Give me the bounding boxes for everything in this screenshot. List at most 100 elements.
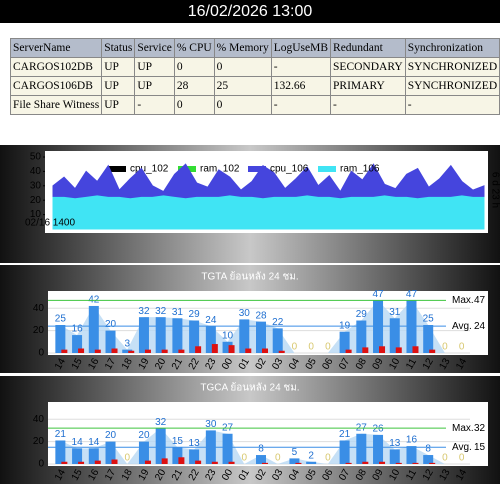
avg-value: 15: [474, 442, 486, 453]
x-tick-label: 07: [337, 467, 352, 483]
sub-bar: [362, 461, 369, 464]
x-tick-label: 08: [354, 356, 369, 372]
data-label: 0: [275, 453, 281, 464]
data-label: 28: [255, 310, 267, 321]
table-row: CARGOS102DB UP UP 0 0- SECONDARY SYNCHRONIZED: [9, 57, 500, 77]
chart-title: TGCA ย้อนหลัง 24 ชม.: [200, 382, 299, 394]
y-tick-label: 30: [30, 180, 42, 191]
data-label: 2: [308, 450, 314, 461]
bar: [72, 335, 83, 353]
bar: [138, 441, 149, 464]
sub-bar: [61, 349, 68, 353]
legend-label: ram_106: [340, 164, 380, 175]
bar: [373, 300, 384, 353]
bar: [356, 433, 367, 464]
avg-label: Avg.: [452, 442, 472, 453]
x-tick-label: 02: [254, 356, 269, 372]
table-cell: SYNCHRONIZED: [404, 76, 500, 96]
x-tick-label: 14: [53, 356, 68, 372]
table-cell: 28: [173, 76, 215, 96]
x-tick-label: 01: [237, 356, 252, 372]
bar: [105, 330, 116, 353]
sub-bar: [245, 348, 252, 353]
x-tick-label: 22: [187, 356, 202, 372]
data-label: 15: [172, 436, 184, 447]
x-tick-label: 06: [320, 467, 335, 483]
bar: [339, 440, 350, 464]
header-title: 16/02/2026 13:00: [0, 0, 500, 23]
bar: [389, 318, 400, 353]
x-tick-label: 21: [170, 356, 185, 372]
legend-label: ram_102: [200, 164, 240, 175]
x-tick-label: 00: [220, 467, 235, 483]
avg-label: Avg.: [452, 321, 472, 332]
sub-bar: [412, 346, 419, 353]
y-tick-label: 40: [33, 303, 45, 314]
x-tick-label: 20: [153, 356, 168, 372]
series-area: [52, 195, 485, 230]
table-cell: 132.66: [270, 76, 332, 96]
data-label: 0: [124, 453, 130, 464]
bar: [172, 318, 183, 353]
data-label: 0: [325, 342, 331, 353]
x-tick-label: 09: [371, 356, 386, 372]
data-label: 20: [105, 319, 117, 330]
legend-swatch: [108, 166, 126, 172]
max-label: Max.: [452, 295, 474, 306]
data-label: 25: [55, 314, 67, 325]
x-tick-label: 15: [70, 356, 85, 372]
chart-title: TGTA ย้อนหลัง 24 ชม.: [201, 271, 298, 283]
x-tick-label: 13: [437, 467, 452, 483]
x-tick-label: 23: [203, 467, 218, 483]
bar: [88, 305, 99, 353]
table-cell: File Share Witness: [9, 95, 103, 115]
x-tick-label: 03: [270, 467, 285, 483]
data-label: 14: [72, 437, 84, 448]
y-tick-label: 20: [30, 195, 42, 206]
x-tick-label: 07: [337, 356, 352, 372]
y-tick-label: 20: [33, 325, 45, 336]
x-tick-label: 03: [270, 356, 285, 372]
x-tick-label: 04: [287, 467, 302, 483]
x-tick-label: 20: [153, 467, 168, 483]
sub-bar: [412, 462, 419, 464]
table-cell: UP: [101, 76, 136, 96]
data-label: 32: [155, 306, 167, 317]
bar: [122, 349, 133, 353]
x-tick-label: 00: [220, 356, 235, 372]
sub-bar: [144, 349, 151, 353]
sub-bar: [429, 349, 436, 353]
sub-bar: [144, 460, 151, 464]
data-label: 8: [258, 444, 264, 455]
bar: [239, 319, 250, 353]
table-cell: -: [134, 95, 175, 115]
legend-label: cpu_102: [130, 164, 169, 175]
sub-bar: [379, 461, 386, 464]
column-header: % CPU: [173, 38, 215, 58]
sub-bar: [61, 461, 68, 464]
max-value: 32: [474, 423, 486, 434]
x-tick-label: 02: [254, 467, 269, 483]
sub-bar: [128, 350, 135, 353]
x-tick-label: 04: [287, 356, 302, 372]
sub-bar: [78, 461, 85, 464]
bar: [306, 461, 317, 464]
data-label: 13: [389, 438, 401, 449]
bar: [155, 428, 166, 464]
legend-label: cpu_106: [270, 164, 309, 175]
column-header: LogUseMB: [270, 38, 332, 58]
sub-bar: [379, 346, 386, 353]
bar: [55, 440, 66, 464]
sub-bar: [211, 461, 218, 464]
data-label: 0: [459, 453, 465, 464]
bar: [105, 441, 116, 464]
y-tick-label: 50: [30, 152, 42, 163]
data-label: 20: [138, 430, 150, 441]
data-label: 21: [339, 429, 351, 440]
column-header: Redundant: [330, 38, 406, 58]
x-tick-label: 10: [387, 467, 402, 483]
data-label: 24: [205, 315, 217, 326]
sub-bar: [94, 460, 101, 464]
sub-bar: [362, 347, 369, 353]
data-label: 29: [189, 309, 201, 320]
